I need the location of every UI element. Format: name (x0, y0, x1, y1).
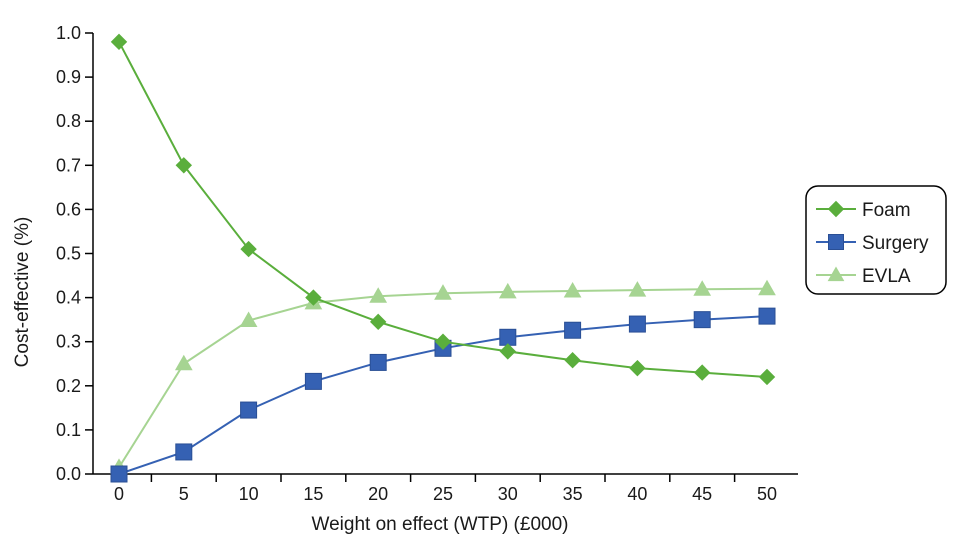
data-point-foam (693, 364, 711, 381)
data-point-foam (110, 33, 128, 51)
y-tick-label: 1.0 (56, 23, 81, 43)
legend-marker-surgery (828, 234, 844, 250)
y-tick-label: 0.7 (56, 155, 81, 175)
series-line-foam (118, 41, 768, 378)
x-tick-label: 0 (114, 484, 124, 504)
series-evla (110, 279, 776, 474)
data-point-evla (758, 279, 776, 296)
y-tick-label: 0.5 (56, 244, 81, 264)
legend-item-foam: Foam (816, 200, 911, 221)
y-tick-label: 0.2 (56, 376, 81, 396)
data-point-evla (628, 281, 647, 297)
x-tick-label: 30 (498, 484, 518, 504)
series-foam (110, 33, 776, 386)
x-axis-title: Weight on effect (WTP) (£000) (312, 514, 569, 535)
data-point-foam (434, 333, 452, 350)
y-tick-label: 0.4 (56, 288, 81, 308)
legend-label-foam: Foam (862, 200, 911, 221)
x-tick-label: 10 (239, 484, 259, 504)
legend-marker-evla (827, 266, 845, 282)
legend: Foam Surgery EVLA (805, 185, 947, 295)
data-point-foam (240, 240, 257, 258)
data-point-surgery (693, 311, 711, 329)
legend-label-evla: EVLA (862, 266, 911, 287)
y-axis-title: Cost-effective (%) (12, 217, 33, 368)
data-point-surgery (304, 372, 322, 390)
data-point-foam (305, 289, 322, 306)
data-point-surgery (110, 465, 128, 483)
data-point-foam (499, 343, 517, 360)
data-point-evla (434, 284, 452, 300)
legend-box (805, 185, 947, 295)
x-tick-label: 45 (692, 484, 712, 504)
data-point-evla (369, 287, 388, 303)
data-point-foam (175, 157, 193, 174)
axes: 0.0 0.1 0.2 0.3 0.4 0.5 0.6 0.7 0.8 0.9 1.0 0 5 10 15 2… (56, 23, 798, 504)
data-point-surgery (175, 443, 193, 461)
y-tick-label: 0.0 (56, 464, 81, 484)
data-point-surgery (628, 315, 646, 333)
series-line-evla (118, 287, 768, 468)
legend-item-evla: EVLA (816, 266, 911, 287)
data-point-evla (693, 280, 712, 296)
y-tick-label: 0.8 (56, 111, 81, 131)
data-point-evla (498, 282, 517, 299)
x-tick-label: 15 (303, 484, 323, 504)
data-point-surgery (564, 321, 582, 339)
x-tick-label: 5 (179, 484, 189, 504)
series-layer (110, 33, 776, 483)
data-point-surgery (758, 307, 776, 325)
legend-marker-foam (827, 200, 845, 218)
legend-item-surgery: Surgery (816, 233, 929, 254)
data-point-foam (564, 352, 581, 369)
x-tick-label: 50 (757, 484, 777, 504)
x-tick-label: 20 (368, 484, 388, 504)
data-point-surgery (499, 328, 517, 346)
data-point-foam (758, 368, 776, 386)
data-point-evla (239, 311, 258, 328)
y-tick-label: 0.1 (56, 420, 81, 440)
series-surgery (110, 307, 776, 483)
x-tick-label: 25 (433, 484, 453, 504)
y-tick-label: 0.3 (56, 332, 81, 352)
y-tick-label: 0.6 (56, 199, 81, 219)
x-tick-label: 35 (563, 484, 583, 504)
x-tick-label: 40 (627, 484, 647, 504)
data-point-evla (563, 281, 582, 298)
y-tick-label: 0.9 (56, 67, 81, 87)
data-point-foam (629, 359, 646, 377)
data-point-surgery (369, 353, 387, 371)
data-point-foam (369, 313, 387, 331)
data-point-evla (174, 354, 193, 371)
data-point-surgery (240, 401, 258, 419)
legend-label-surgery: Surgery (862, 233, 929, 254)
